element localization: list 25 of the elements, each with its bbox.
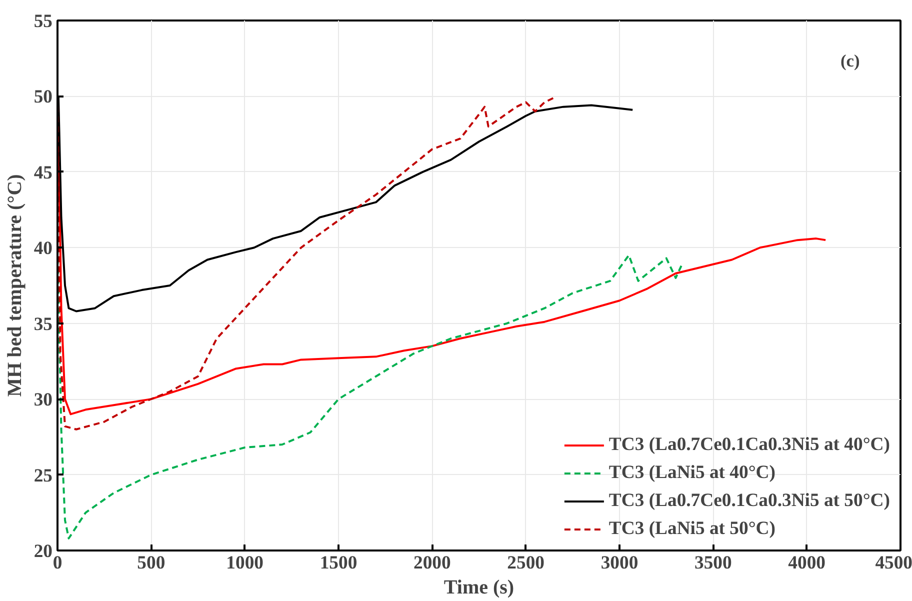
x-tick-label: 4500 bbox=[875, 552, 912, 574]
x-tick-label: 3500 bbox=[694, 552, 732, 574]
y-tick-label: 20 bbox=[34, 541, 52, 562]
legend-label: TC3 (La0.7Ce0.1Ca0.3Ni5 at 50°C) bbox=[608, 490, 890, 512]
y-tick-label: 55 bbox=[34, 11, 52, 32]
x-axis-title: Time (s) bbox=[444, 576, 514, 598]
x-tick-label: 500 bbox=[137, 552, 166, 574]
x-tick-label: 2500 bbox=[507, 552, 544, 574]
y-tick-label: 40 bbox=[34, 238, 52, 260]
x-tick-label: 3000 bbox=[600, 552, 638, 574]
y-tick-label: 50 bbox=[34, 86, 52, 108]
y-tick-label: 45 bbox=[34, 162, 52, 184]
y-axis-title: MH bed temperature (°C) bbox=[4, 174, 26, 397]
x-tick-label: 1000 bbox=[226, 552, 264, 574]
y-tick-label: 25 bbox=[34, 465, 52, 486]
x-tick-label: 2000 bbox=[414, 552, 451, 574]
x-tick-label: 0 bbox=[52, 552, 62, 574]
legend-label: TC3 (LaNi5 at 40°C) bbox=[608, 462, 776, 484]
annotation: (c) bbox=[840, 52, 860, 70]
y-tick-label: 35 bbox=[34, 314, 52, 335]
x-tick-label: 4000 bbox=[788, 552, 826, 574]
legend-label: TC3 (La0.7Ce0.1Ca0.3Ni5 at 40°C) bbox=[608, 434, 890, 456]
legend-label: TC3 (LaNi5 at 50°C) bbox=[608, 518, 776, 540]
x-tick-label: 1500 bbox=[320, 552, 358, 574]
y-tick-label: 30 bbox=[34, 390, 52, 411]
